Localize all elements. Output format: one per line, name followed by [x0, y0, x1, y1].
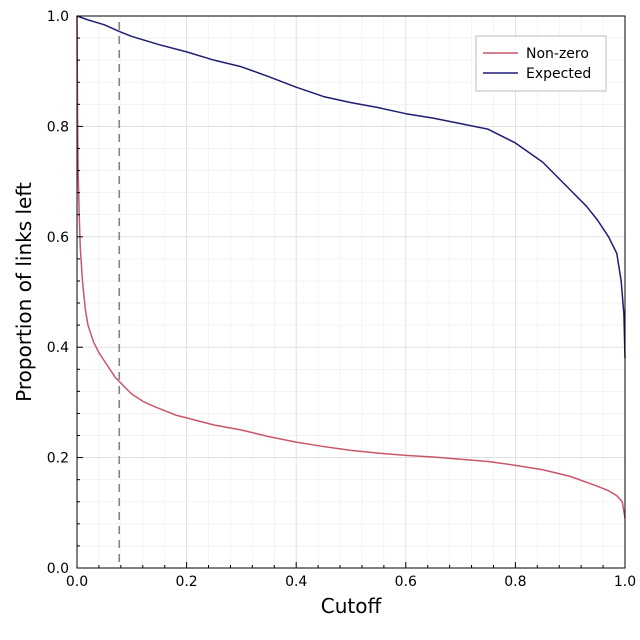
- legend: Non-zero Expected: [475, 35, 607, 92]
- x-tick-label: 1.0: [614, 574, 636, 590]
- tick-labels: 0.0 0.2 0.4 0.6 0.8 1.0 0.0 0.2 0.4 0.6 0.8 1.0: [47, 9, 636, 590]
- y-tick-label: 0.8: [47, 119, 69, 135]
- legend-box: [475, 35, 607, 92]
- y-tick-label: 0.6: [47, 230, 69, 246]
- x-tick-label: 0.0: [66, 574, 88, 590]
- series-line-expected: [76, 15, 626, 359]
- y-axis-title: Proportion of links left: [12, 182, 36, 402]
- x-tick-label: 0.6: [395, 574, 417, 590]
- y-tick-label: 0.4: [47, 340, 69, 356]
- series-group: [76, 15, 626, 519]
- x-tick-label: 0.8: [504, 574, 526, 590]
- legend-label-non-zero: Non-zero: [526, 46, 589, 62]
- y-tick-label: 0.2: [47, 451, 69, 467]
- series-line-non-zero: [76, 15, 626, 519]
- x-axis-title: Cutoff: [321, 594, 383, 618]
- y-tick-label: 0.0: [47, 561, 69, 577]
- x-tick-label: 0.4: [285, 574, 307, 590]
- y-tick-label: 1.0: [47, 9, 69, 25]
- x-tick-label: 0.2: [175, 574, 197, 590]
- plot-frame: [76, 15, 626, 569]
- legend-label-expected: Expected: [526, 66, 591, 82]
- ticks: [76, 15, 626, 569]
- grid: [77, 16, 625, 568]
